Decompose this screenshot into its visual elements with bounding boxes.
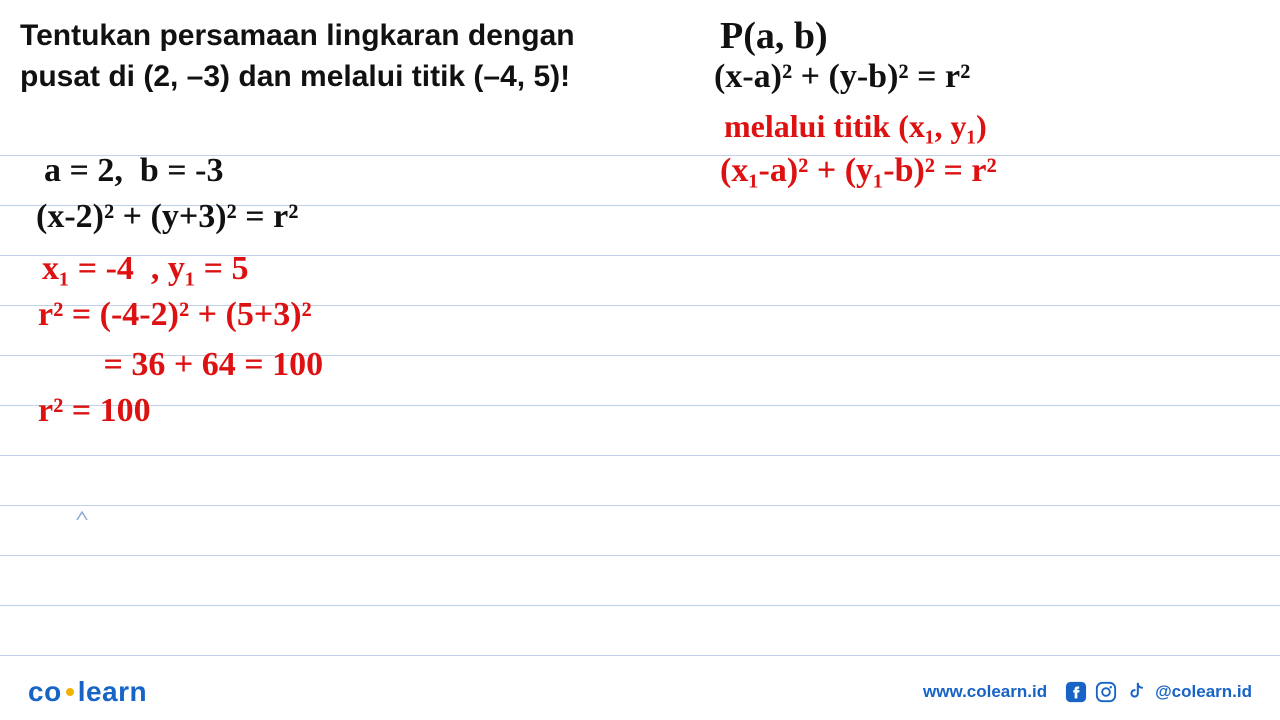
brand-dot-icon	[66, 688, 74, 696]
hand-general: (x-a)² + (y-b)² = r²	[714, 58, 970, 96]
hand-P: P(a, b)	[720, 14, 828, 58]
facebook-icon	[1065, 681, 1087, 703]
hand-eq1: (x-2)² + (y+3)² = r²	[36, 198, 298, 236]
ruled-line	[0, 405, 1280, 406]
ruled-line	[0, 505, 1280, 506]
ruled-line	[0, 555, 1280, 556]
hand-ab: a = 2, b = -3	[44, 152, 223, 190]
hand-r2final: r² = 100	[38, 392, 151, 430]
brand-logo: colearn	[28, 676, 147, 708]
problem-statement: Tentukan persamaan lingkaran dengan pusa…	[20, 16, 575, 97]
brand-co: co	[28, 676, 62, 707]
hand-r2line2: = 36 + 64 = 100	[78, 346, 323, 384]
footer-url: www.colearn.id	[923, 682, 1047, 702]
social-icons: @colearn.id	[1065, 681, 1252, 703]
footer-bar: colearn www.colearn.id @colearn.id	[0, 664, 1280, 720]
hand-sub: (x₁-a)² + (y₁-b)² = r²	[720, 152, 997, 190]
problem-line1: Tentukan persamaan lingkaran dengan	[20, 16, 575, 57]
ruled-line	[0, 655, 1280, 656]
brand-learn: learn	[78, 676, 147, 707]
cursor-caret-icon	[75, 508, 89, 522]
problem-line2: pusat di (2, –3) dan melalui titik (–4, …	[20, 57, 575, 98]
footer-handle: @colearn.id	[1155, 682, 1252, 702]
ruled-line	[0, 605, 1280, 606]
tiktok-icon	[1125, 681, 1147, 703]
instagram-icon	[1095, 681, 1117, 703]
footer-right: www.colearn.id @colearn.id	[923, 681, 1252, 703]
hand-x1y1: x₁ = -4 , y₁ = 5	[42, 250, 248, 288]
hand-melalui: melalui titik (x₁, y₁)	[724, 108, 987, 145]
ruled-line	[0, 455, 1280, 456]
hand-r2line1: r² = (-4-2)² + (5+3)²	[38, 296, 312, 334]
